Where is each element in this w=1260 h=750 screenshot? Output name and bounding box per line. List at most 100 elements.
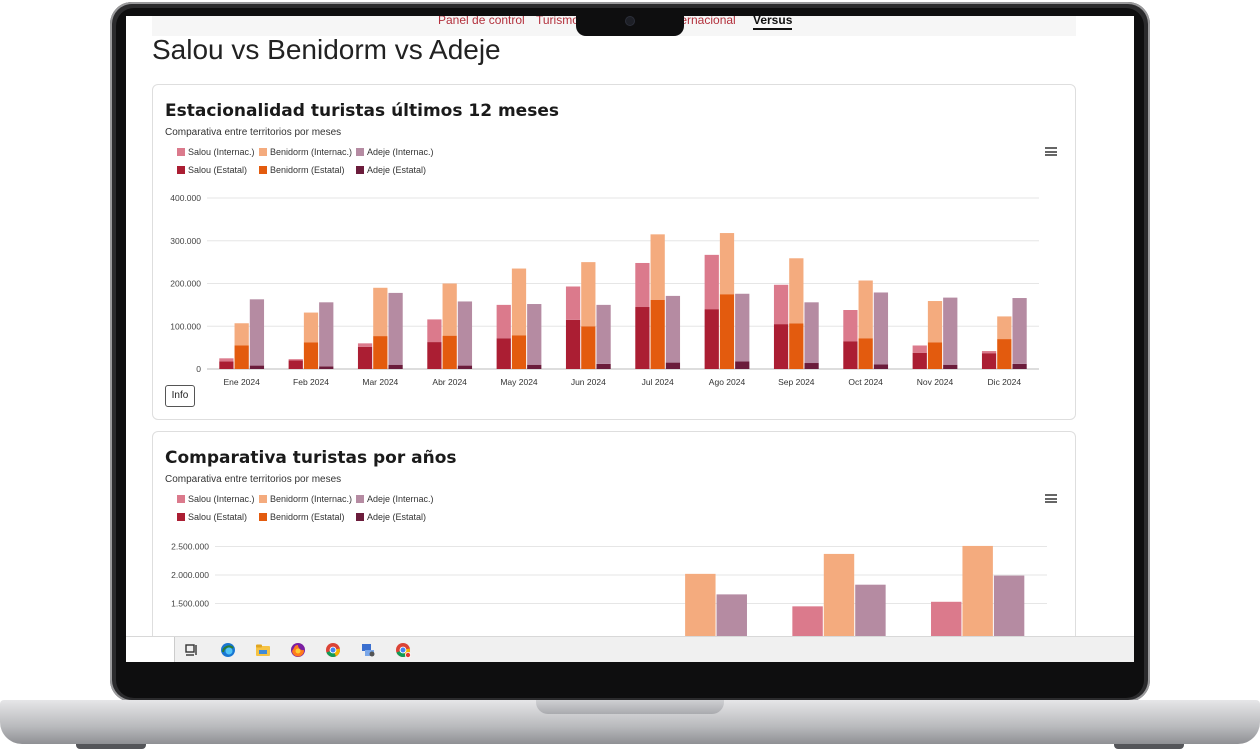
bar-segment[interactable] [357,346,373,369]
bar-segment[interactable] [496,304,511,339]
bar-segment[interactable] [912,345,927,353]
legend-adeje-estatal[interactable]: Adeje (Estatal) [356,165,426,175]
legend-salou-internac[interactable]: Salou (Internac.) [177,147,255,157]
legend-salou-estatal[interactable]: Salou (Estatal) [177,512,247,522]
bar-segment[interactable] [927,301,943,343]
chrome-icon[interactable] [325,642,341,658]
camera-notch [576,8,684,36]
bar-segment[interactable] [442,283,457,336]
bar-segment[interactable] [234,345,249,369]
nav-panel-de-control[interactable]: Panel de control [438,16,525,27]
bar-segment[interactable] [457,301,473,366]
firefox-icon[interactable] [290,642,306,658]
legend-benidorm-estatal[interactable]: Benidorm (Estatal) [259,512,345,522]
chrome-profile-icon[interactable] [395,642,411,658]
bar-segment[interactable] [319,302,334,367]
bar-segment[interactable] [427,319,442,343]
legend-benidorm-estatal[interactable]: Benidorm (Estatal) [259,165,345,175]
bar-segment[interactable] [858,280,873,339]
bar-segment[interactable] [981,351,997,354]
bar-segment[interactable] [457,365,473,369]
bar-segment[interactable] [873,292,889,365]
legend-adeje-estatal[interactable]: Adeje (Estatal) [356,512,426,522]
network-drive-icon[interactable] [360,642,376,658]
bar-segment[interactable] [357,343,373,347]
bar-segment[interactable] [565,286,581,320]
bar-segment[interactable] [527,304,542,365]
legend-adeje-internac[interactable]: Adeje (Internac.) [356,494,434,504]
bar-segment[interactable] [496,338,511,369]
bar-segment[interactable] [789,258,804,324]
bar-segment[interactable] [873,364,889,369]
bar-segment[interactable] [388,292,403,365]
bar-segment[interactable] [773,324,789,369]
bar-segment[interactable] [735,361,750,369]
bar-segment[interactable] [704,254,719,310]
info-button[interactable]: Info [165,385,195,407]
bar-segment[interactable] [427,342,442,369]
legend-salou-internac[interactable]: Salou (Internac.) [177,494,255,504]
bar-segment[interactable] [943,364,958,369]
bar-segment[interactable] [288,360,303,369]
bar-segment[interactable] [596,304,611,364]
bar-segment[interactable] [635,307,650,369]
bar-segment[interactable] [635,262,650,308]
bar-segment[interactable] [719,233,735,295]
bar-segment[interactable] [249,365,265,369]
legend-adeje-internac[interactable]: Adeje (Internac.) [356,147,434,157]
bar-segment[interactable] [527,364,542,369]
legend-benidorm-internac[interactable]: Benidorm (Internac.) [259,147,352,157]
bar-segment[interactable] [511,268,527,336]
bar-segment[interactable] [789,323,804,369]
bar-segment[interactable] [665,362,681,369]
bar-segment[interactable] [650,299,665,369]
task-view-icon[interactable] [184,642,200,658]
bar-segment[interactable] [388,364,403,369]
bar-segment[interactable] [319,366,334,369]
edge-icon[interactable] [220,642,236,658]
bar-segment[interactable] [219,358,234,362]
bar-segment[interactable] [1012,298,1027,364]
bar-segment[interactable] [981,353,997,369]
bar-segment[interactable] [997,316,1012,340]
bar-segment[interactable] [288,359,303,361]
bar-segment[interactable] [511,335,527,369]
nav-internacional[interactable]: Internacional [667,16,736,27]
bar-segment[interactable] [249,299,265,366]
bar-segment[interactable] [719,294,735,369]
bar-segment[interactable] [596,363,611,369]
bar-segment[interactable] [303,342,319,369]
legend-salou-estatal[interactable]: Salou (Estatal) [177,165,247,175]
bar-segment[interactable] [581,326,596,369]
taskbar-search-box[interactable] [126,637,175,662]
bar-segment[interactable] [373,336,388,369]
chart1-menu-icon[interactable] [1045,147,1057,156]
bar-segment[interactable] [665,295,681,363]
file-explorer-icon[interactable] [255,642,271,658]
bar-segment[interactable] [773,284,789,325]
bar-segment[interactable] [303,312,319,343]
nav-turismo[interactable]: Turismo [536,16,579,27]
bar-segment[interactable] [943,297,958,365]
bar-segment[interactable] [843,341,858,369]
legend-benidorm-internac[interactable]: Benidorm (Internac.) [259,494,352,504]
bar-segment[interactable] [234,323,249,346]
bar-segment[interactable] [804,302,819,364]
bar-segment[interactable] [442,335,457,369]
bar-segment[interactable] [735,293,750,362]
bar-segment[interactable] [804,363,819,369]
bar-segment[interactable] [219,361,234,369]
bar-segment[interactable] [927,342,943,369]
nav-versus[interactable]: Versus [753,16,793,30]
bar-segment[interactable] [373,287,388,337]
bar-segment[interactable] [650,234,665,300]
bar-segment[interactable] [565,319,581,369]
bar-segment[interactable] [858,338,873,369]
bar-segment[interactable] [1012,363,1027,369]
bar-segment[interactable] [581,262,596,327]
bar-segment[interactable] [997,339,1012,369]
chart2-menu-icon[interactable] [1045,494,1057,503]
bar-segment[interactable] [843,310,858,342]
bar-segment[interactable] [704,309,719,369]
bar-segment[interactable] [912,352,927,369]
